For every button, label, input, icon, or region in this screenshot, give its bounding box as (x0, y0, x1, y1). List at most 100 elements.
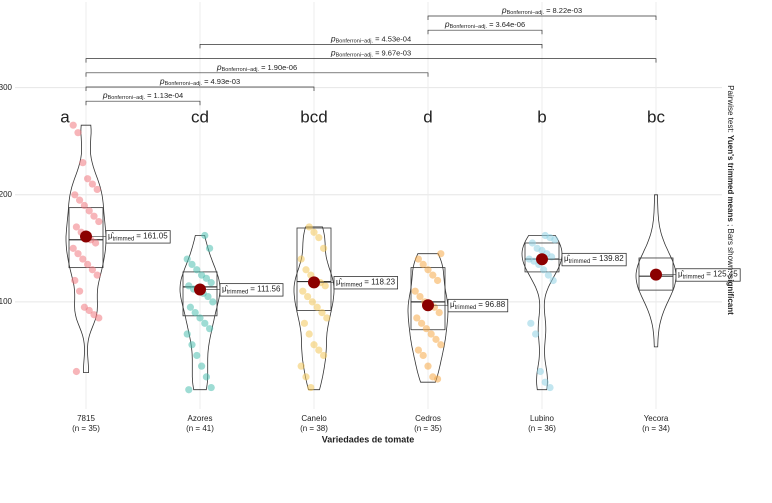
comparison-label: pBonferroni−adj. = 9.67e-03 (330, 48, 411, 59)
p-symbol: p (501, 5, 507, 15)
data-point (185, 386, 193, 394)
violin (635, 194, 677, 348)
mean-label-text: μ̂trimmed = 118.23 (336, 277, 396, 287)
data-point (88, 266, 96, 274)
x-tick-sublabel: (n = 41) (186, 424, 214, 433)
comparison-label: pBonferroni−adj. = 3.64e-06 (444, 19, 525, 30)
data-point (313, 303, 321, 311)
mean-subscript: trimmed (455, 305, 477, 311)
data-point (92, 239, 100, 247)
data-point (76, 196, 84, 204)
mean-label-box (447, 298, 509, 313)
data-point (209, 298, 217, 306)
x-tick-label: Cedros (415, 414, 441, 423)
data-point (202, 274, 210, 282)
violin (179, 235, 221, 391)
data-point (188, 341, 196, 349)
mean-subscript: trimmed (341, 282, 363, 288)
data-point (424, 362, 432, 370)
side-caption-part: Pairwise test: (726, 85, 735, 135)
p-value: = 9.67e-03 (375, 49, 411, 58)
x-axis-title: Variedades de tomate (322, 434, 415, 444)
data-point (429, 271, 437, 279)
p-subscript: Bonferroni−adj. (507, 10, 545, 16)
mean-subscript: trimmed (569, 259, 591, 265)
x-tick-label: Lubino (530, 414, 555, 423)
data-point (527, 319, 535, 327)
mean-label: μ̂trimmed = 161.05 (105, 230, 171, 244)
data-point (93, 185, 101, 194)
comparison-bracket (199, 44, 543, 49)
data-point (435, 309, 443, 317)
side-caption-part: significant (726, 275, 735, 315)
mean-value: = 111.56 (250, 285, 281, 294)
data-point (206, 244, 214, 252)
x-tick-label: Canelo (301, 414, 327, 423)
group-letter: bcd (300, 107, 327, 126)
data-point (85, 207, 93, 215)
data-point (320, 244, 328, 252)
violin (521, 235, 563, 391)
p-symbol: p (159, 76, 165, 86)
data-point (74, 250, 82, 258)
data-point (551, 236, 559, 244)
data-point (302, 373, 310, 381)
data-point (532, 330, 540, 338)
data-point (434, 276, 442, 285)
x-tick-label: Azores (188, 414, 213, 423)
mean-symbol: μ̂ (108, 232, 115, 241)
mean-point (536, 253, 548, 266)
comparison-bracket (427, 29, 543, 35)
p-symbol: p (330, 48, 336, 58)
comparison-label: pBonferroni−adj. = 4.93e-03 (159, 76, 240, 87)
data-point (536, 367, 545, 376)
mean-value: = 118.23 (364, 277, 395, 286)
data-point (437, 341, 445, 349)
data-point (79, 159, 87, 167)
data-point (320, 351, 328, 360)
p-symbol: p (216, 62, 222, 72)
group-letter: a (60, 107, 70, 126)
comparison-bracket (85, 100, 201, 106)
data-point (72, 367, 80, 376)
data-point (305, 330, 313, 338)
mean-label-text: μ̂trimmed = 96.88 (450, 300, 506, 310)
data-point (411, 287, 419, 295)
data-point (321, 282, 329, 290)
data-point (196, 314, 204, 322)
comparison-bracket (427, 15, 657, 20)
group-letter: b (537, 107, 546, 126)
data-point (69, 244, 77, 252)
comparison-bracket (85, 72, 429, 77)
mean-subscript: trimmed (113, 236, 135, 242)
mean-symbol: μ̂ (564, 254, 571, 263)
mean-label-text: μ̂trimmed = 161.05 (108, 232, 168, 242)
y-tick-label: 300 (0, 83, 13, 92)
data-point (528, 239, 537, 247)
x-tick-label: 7815 (77, 414, 95, 423)
comparison-label: pBonferroni−adj. = 1.90e-06 (216, 62, 297, 73)
data-point (418, 319, 426, 327)
mean-symbol: μ̂ (678, 270, 685, 279)
mean-label-text: μ̂trimmed = 139.82 (564, 254, 624, 264)
data-point (88, 180, 96, 188)
data-point (201, 231, 209, 240)
comparison-label: pBonferroni−adj. = 4.53e-04 (330, 34, 411, 45)
data-point (300, 319, 308, 327)
data-point (74, 129, 82, 137)
data-point (204, 292, 212, 301)
group-letter: d (423, 107, 432, 126)
data-point (419, 351, 427, 360)
p-value: = 3.64e-06 (489, 20, 525, 29)
data-point (186, 303, 194, 311)
data-point (191, 309, 199, 317)
data-point (84, 175, 92, 183)
mean-label-box (333, 276, 399, 290)
data-point (413, 314, 421, 322)
side-caption: Pairwise test: Yuen's trimmed means ; Ba… (726, 85, 735, 315)
side-caption-part: ; Bars shown: (726, 222, 735, 275)
data-point (85, 306, 93, 315)
data-point (302, 266, 310, 274)
data-point (541, 378, 549, 386)
